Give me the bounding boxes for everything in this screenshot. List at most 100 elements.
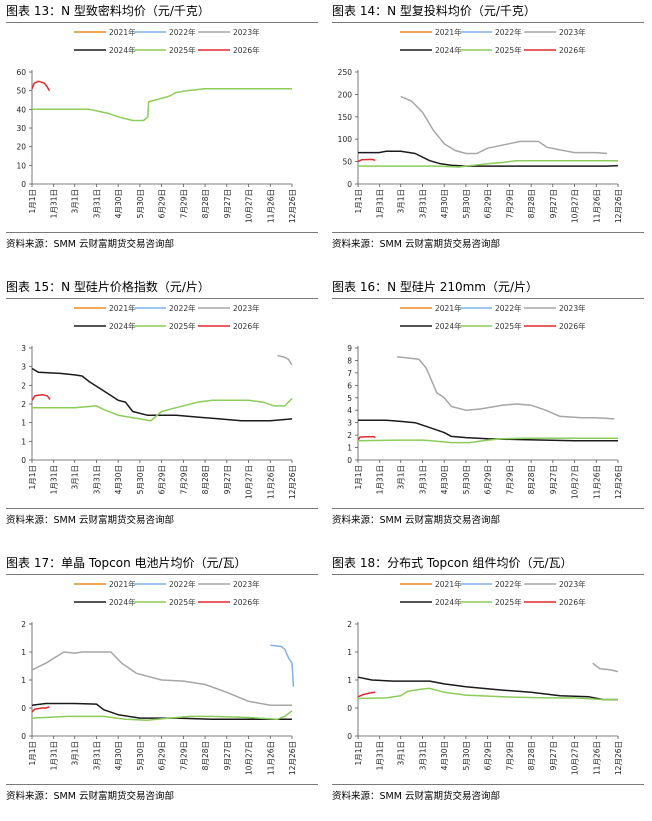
y-tick-label: 2	[347, 431, 352, 440]
legend-label: 2025年	[495, 321, 522, 331]
x-tick-label: 8月28日	[201, 465, 210, 494]
y-tick-label: 6	[347, 381, 352, 390]
y-tick-label: 1	[21, 437, 26, 446]
y-tick-label: 1	[347, 676, 352, 685]
chart-panel-18: 图表 18：分布式 Topcon 组件均价（元/瓦） 2021年 2022年 202…	[326, 552, 652, 821]
bottom-rule	[6, 508, 318, 509]
series-line-2026	[31, 393, 51, 401]
y-tick-label: 0	[21, 180, 26, 189]
legend-label: 2021年	[109, 303, 136, 313]
x-tick-label: 4月30日	[440, 189, 449, 218]
y-tick-label: 2	[21, 400, 26, 409]
legend-label: 2022年	[169, 303, 196, 313]
x-tick-label: 3月1日	[71, 465, 80, 490]
x-tick-label: 5月30日	[462, 465, 471, 494]
chart-panel-14: 图表 14：N 型复投料均价（元/千克） 2021年 2022年 2023年 2024…	[326, 0, 652, 269]
x-tick-label: 1月1日	[28, 465, 37, 490]
bottom-rule	[332, 784, 644, 785]
legend-label: 2026年	[559, 597, 586, 607]
source-note: 资料来源：SMM 云财富期货交易咨询部	[6, 515, 174, 526]
x-tick-label: 1月1日	[28, 741, 37, 766]
chart-title: 图表 13：N 型致密料均价（元/千克）	[6, 4, 210, 18]
legend-label: 2023年	[233, 579, 260, 589]
x-tick-label: 3月1日	[397, 741, 406, 766]
x-tick-label: 11月26日	[592, 465, 601, 499]
x-tick-label: 12月26日	[288, 465, 297, 499]
x-tick-label: 6月29日	[158, 741, 167, 770]
x-tick-label: 4月30日	[114, 189, 123, 218]
source-note: 资料来源：SMM 云财富期货交易咨询部	[332, 239, 500, 250]
legend-label: 2024年	[435, 597, 462, 607]
line-chart: 2021年 2022年 2023年 2024年 2025年 2026年 0 0 1 1 2 1月1日 1…	[347, 579, 623, 775]
x-tick-label: 10月27日	[245, 465, 254, 499]
series-line-2022	[270, 644, 295, 687]
series-line-2023	[31, 651, 292, 706]
x-tick-label: 10月27日	[571, 189, 580, 223]
series-line-2026	[31, 80, 51, 92]
x-tick-label: 3月31日	[92, 465, 101, 494]
x-tick-label: 3月31日	[418, 189, 427, 218]
x-tick-label: 4月30日	[440, 465, 449, 494]
chart-title: 图表 17：单晶 Topcon 电池片均价（元/瓦）	[6, 556, 247, 570]
series-line-2024	[358, 419, 618, 442]
series-line-2026	[31, 706, 50, 713]
x-tick-label: 12月26日	[288, 189, 297, 223]
y-tick-label: 0	[347, 704, 352, 713]
legend-label: 2021年	[435, 579, 462, 589]
legend-label: 2025年	[495, 45, 522, 55]
x-tick-label: 3月1日	[71, 189, 80, 214]
top-rule	[6, 574, 318, 575]
y-tick-label: 1	[21, 648, 26, 657]
top-rule	[6, 298, 318, 299]
x-tick-label: 3月31日	[418, 741, 427, 770]
x-tick-label: 11月26日	[266, 465, 275, 499]
legend-label: 2021年	[109, 579, 136, 589]
series-line-2024	[357, 676, 618, 701]
series-line-2023	[400, 95, 608, 155]
x-tick-label: 9月27日	[223, 741, 232, 770]
top-rule	[332, 574, 644, 575]
legend-label: 2021年	[435, 27, 462, 37]
x-tick-label: 7月29日	[505, 465, 514, 494]
y-tick-label: 0	[347, 456, 352, 465]
x-tick-label: 4月30日	[114, 741, 123, 770]
series-line-2025	[31, 710, 293, 722]
y-tick-label: 250	[338, 68, 353, 77]
y-tick-label: 3	[21, 363, 26, 372]
x-tick-label: 7月29日	[179, 741, 188, 770]
x-tick-label: 10月27日	[571, 741, 580, 775]
x-tick-label: 4月30日	[114, 465, 123, 494]
x-tick-label: 7月29日	[505, 741, 514, 770]
bottom-rule	[6, 784, 318, 785]
series-line-2023	[397, 355, 615, 420]
x-tick-label: 5月30日	[136, 189, 145, 218]
y-tick-label: 0	[347, 180, 352, 189]
x-tick-label: 3月31日	[92, 189, 101, 218]
x-tick-label: 1月31日	[50, 465, 59, 494]
x-tick-label: 10月27日	[245, 189, 254, 223]
x-tick-label: 7月29日	[179, 189, 188, 218]
x-tick-label: 6月29日	[158, 189, 167, 218]
legend-label: 2023年	[559, 579, 586, 589]
chart-panel-16: 图表 16：N 型硅片 210mm（元/片） 2021年 2022年 2023年 20…	[326, 276, 652, 545]
x-tick-label: 9月27日	[223, 465, 232, 494]
chart-panel-13: 图表 13：N 型致密料均价（元/千克） 2021年 2022年 2023年 2024…	[0, 0, 326, 269]
x-tick-label: 5月30日	[136, 741, 145, 770]
y-tick-label: 0	[21, 456, 26, 465]
legend-label: 2022年	[169, 579, 196, 589]
x-tick-label: 1月1日	[28, 189, 37, 214]
x-tick-label: 12月26日	[614, 465, 623, 499]
legend-label: 2024年	[109, 321, 136, 331]
legend-label: 2022年	[495, 579, 522, 589]
y-tick-label: 0	[21, 704, 26, 713]
legend-label: 2025年	[495, 597, 522, 607]
y-tick-label: 8	[347, 356, 352, 365]
legend-label: 2023年	[559, 303, 586, 313]
source-note: 资料来源：SMM 云财富期货交易咨询部	[332, 515, 500, 526]
line-chart: 2021年 2022年 2023年 2024年 2025年 2026年 0 1 1 2 2 3 3 1月1…	[21, 303, 297, 499]
legend-label: 2025年	[169, 321, 196, 331]
x-tick-label: 8月28日	[201, 189, 210, 218]
x-tick-label: 6月29日	[484, 189, 493, 218]
y-tick-label: 1	[21, 676, 26, 685]
y-tick-label: 40	[16, 105, 26, 114]
